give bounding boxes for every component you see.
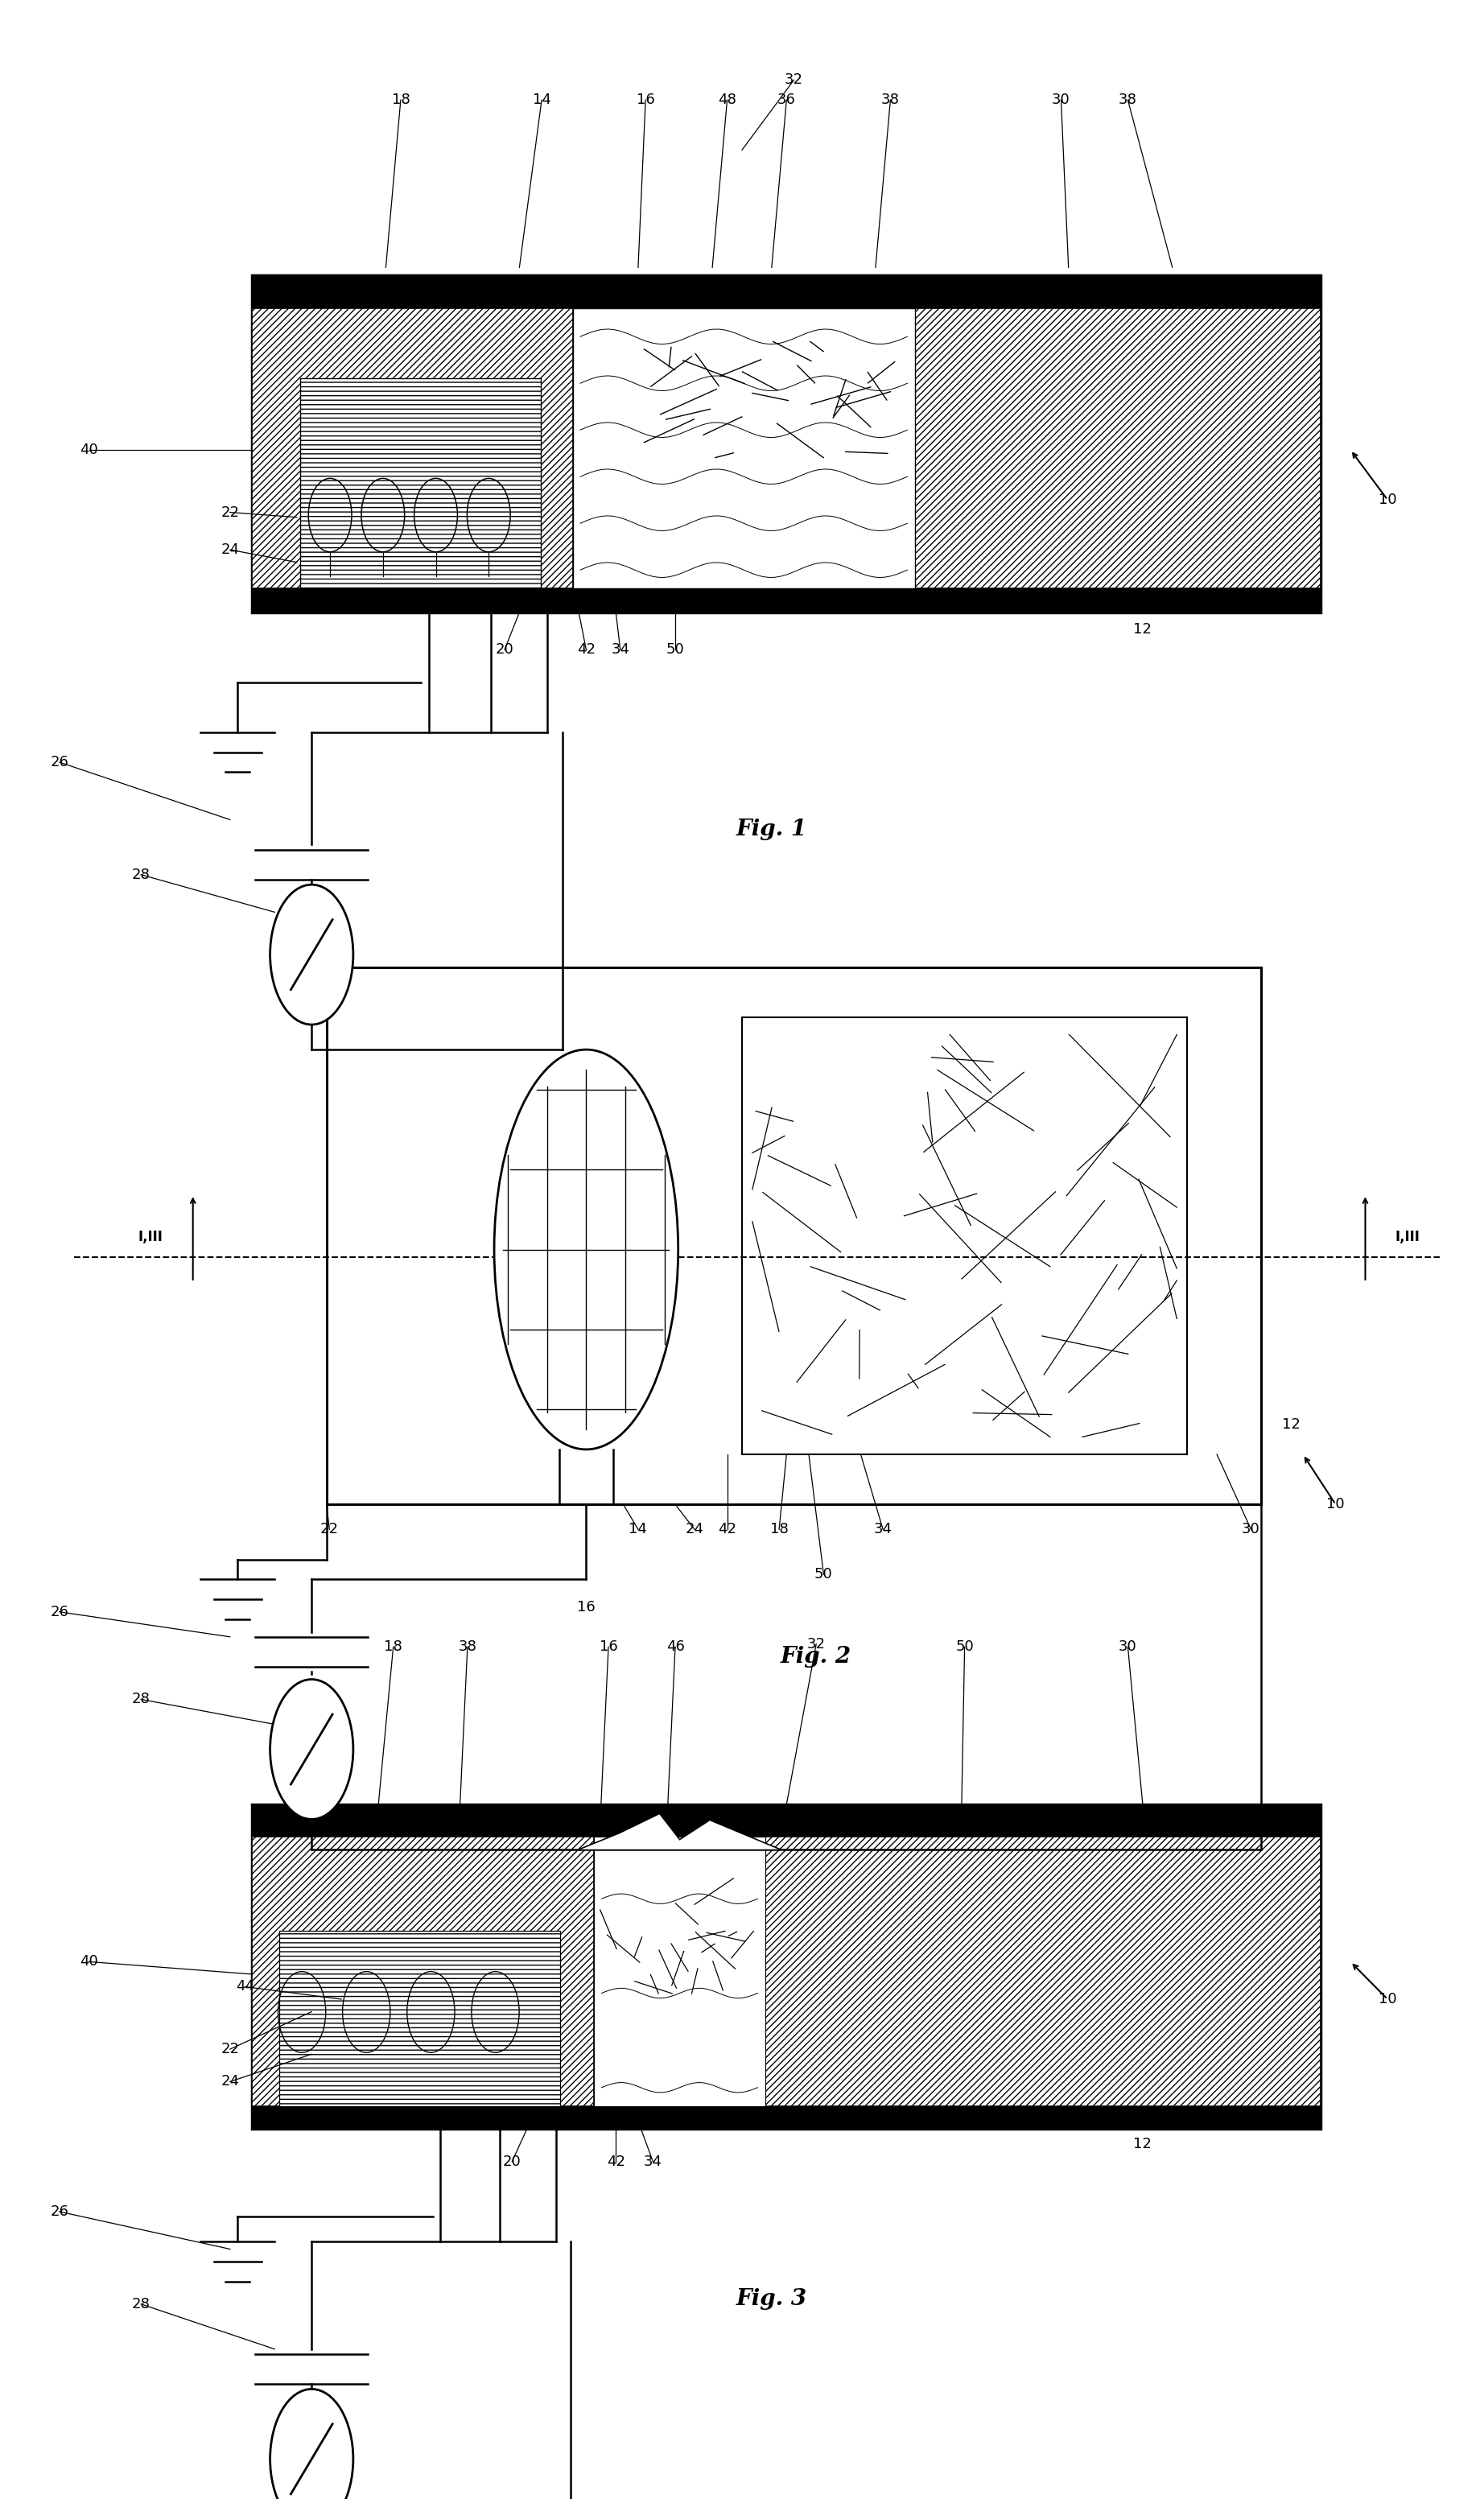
Circle shape [270,2389,353,2499]
Text: 38: 38 [1119,92,1137,107]
Text: 16: 16 [577,1599,595,1614]
Text: 30: 30 [1119,1639,1137,1654]
Text: 12: 12 [1134,622,1152,637]
Text: 24: 24 [686,1522,703,1537]
Text: 48: 48 [718,92,736,107]
Text: 50: 50 [956,1639,974,1654]
Text: 40: 40 [80,1954,98,1969]
Text: 24: 24 [221,2074,239,2089]
Bar [573,310,914,590]
Bar [766,1837,1321,2107]
Bar [594,1837,766,2107]
Text: 12: 12 [1134,2137,1152,2152]
Text: 18: 18 [770,1522,788,1537]
Text: 10: 10 [1379,1992,1396,2007]
Text: 44: 44 [236,1979,254,1994]
Text: 28: 28 [132,867,150,882]
Circle shape [270,885,353,1025]
PathPatch shape [579,1814,781,1849]
Text: 36: 36 [778,92,795,107]
Text: 20: 20 [496,642,513,657]
Text: 42: 42 [607,2154,625,2169]
Text: 50: 50 [815,1567,833,1582]
Text: 16: 16 [600,1639,617,1654]
Text: 12: 12 [1282,1417,1300,1432]
Text: 32: 32 [785,72,803,87]
Text: 14: 14 [629,1522,647,1537]
Text: 42: 42 [718,1522,736,1537]
Text: 40: 40 [80,442,98,457]
Text: 18: 18 [392,92,410,107]
Text: 20: 20 [503,2154,521,2169]
Text: 10: 10 [1379,492,1396,507]
Text: 24: 24 [221,542,239,557]
Text: 38: 38 [881,92,899,107]
Text: 50: 50 [666,642,684,657]
Text: 28: 28 [132,1692,150,1707]
Bar [914,310,1321,590]
Text: 22: 22 [221,2042,239,2057]
Bar [252,1804,1321,1837]
Text: 22: 22 [221,505,239,520]
Text: I,III: I,III [1395,1230,1420,1245]
Text: 34: 34 [644,2154,662,2169]
Bar [252,310,573,590]
Text: 28: 28 [132,2297,150,2312]
Text: Fig. 1: Fig. 1 [736,820,807,840]
Text: Fig. 3: Fig. 3 [736,2289,807,2309]
Text: 26: 26 [50,755,68,770]
Text: 42: 42 [577,642,595,657]
Bar [300,380,540,590]
Text: 26: 26 [50,2204,68,2219]
Text: I,III: I,III [138,1230,163,1245]
Text: 38: 38 [459,1639,476,1654]
Text: 26: 26 [50,1604,68,1619]
Text: 14: 14 [533,92,551,107]
Text: 34: 34 [611,642,629,657]
Text: 18: 18 [384,1639,402,1654]
Bar [252,590,1321,612]
Text: 34: 34 [874,1522,892,1537]
Text: Fig. 2: Fig. 2 [781,1647,852,1667]
Ellipse shape [494,1050,678,1449]
Bar [252,1804,1321,2129]
Text: 46: 46 [666,1639,684,1654]
Bar [252,2107,1321,2129]
Text: 10: 10 [1327,1497,1345,1512]
Text: 30: 30 [1242,1522,1260,1537]
Text: 32: 32 [807,1637,825,1652]
Bar [326,967,1261,1504]
Bar [252,1837,594,2107]
Text: 30: 30 [1052,92,1070,107]
Bar [279,1932,559,2107]
Circle shape [270,1679,353,1819]
Text: 16: 16 [637,92,654,107]
Bar [252,275,1321,307]
Bar [742,1017,1187,1454]
Bar [252,275,1321,612]
Text: 22: 22 [321,1522,338,1537]
